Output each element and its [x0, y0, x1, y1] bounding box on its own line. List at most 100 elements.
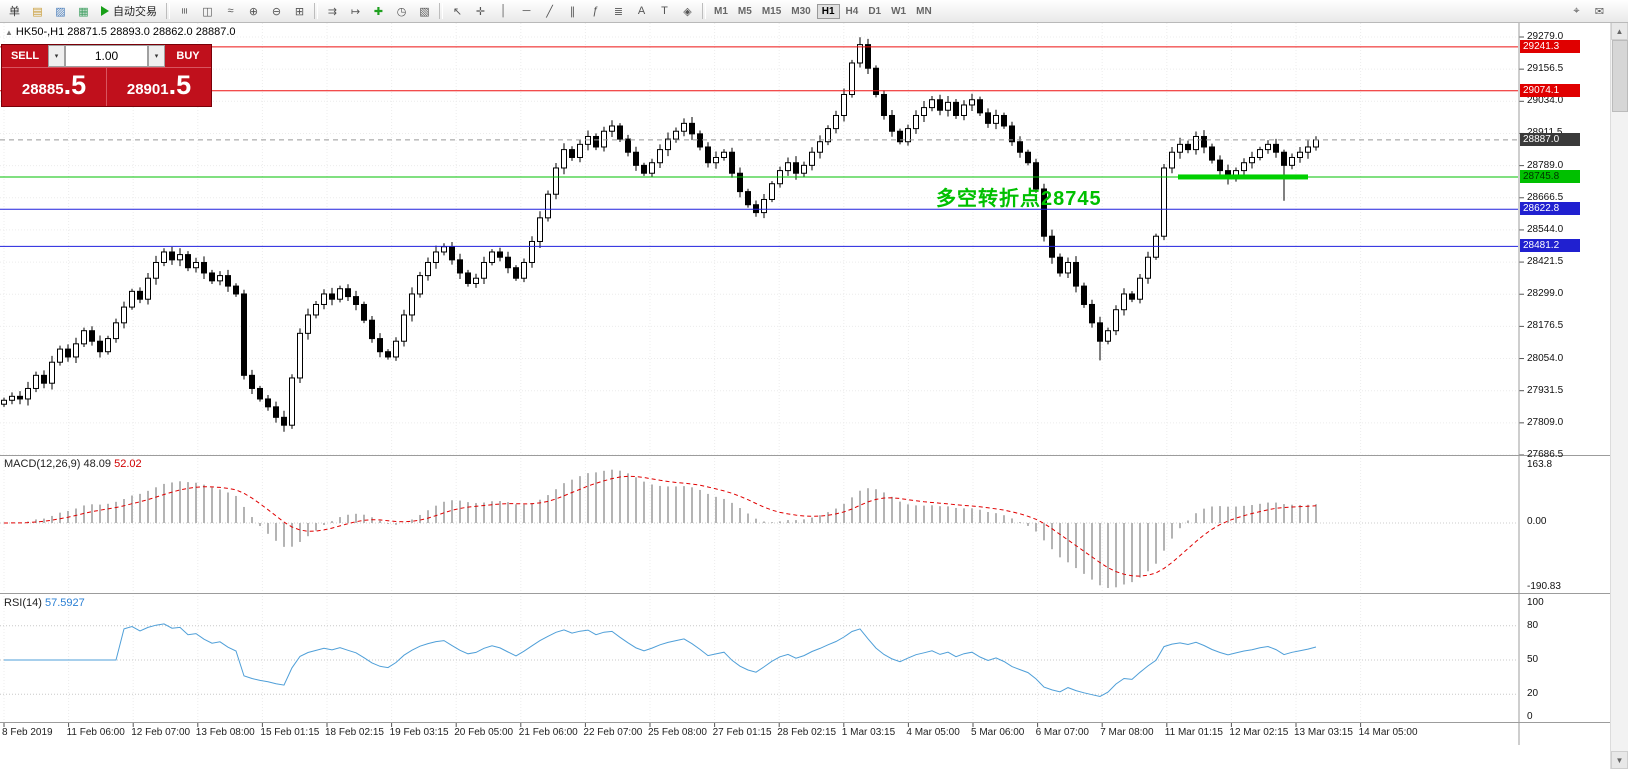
- time-axis-label: 6 Mar 07:00: [1035, 727, 1089, 738]
- profiles-icon: ▨: [55, 5, 66, 18]
- buy-button[interactable]: BUY: [165, 45, 211, 67]
- chart-shift-icon[interactable]: ↦: [344, 2, 367, 20]
- chart-window-icon[interactable]: ▤: [26, 2, 49, 20]
- time-axis-label: 13 Mar 03:15: [1294, 727, 1353, 738]
- arrows-icon[interactable]: ◈: [676, 2, 699, 20]
- arrows-icon: ◈: [683, 5, 692, 18]
- time-axis-label: 5 Mar 06:00: [971, 727, 1025, 738]
- rsi-name: RSI(14): [4, 597, 42, 609]
- text-label-icon: T: [661, 5, 668, 17]
- time-axis-label: 20 Feb 05:00: [454, 727, 514, 738]
- collapse-chart-icon[interactable]: ▲: [5, 28, 13, 37]
- buy-price-display[interactable]: 28901 .5: [107, 68, 211, 106]
- vertical-line-icon[interactable]: │: [492, 2, 515, 20]
- time-axis-label: 14 Mar 05:00: [1358, 727, 1418, 738]
- time-axis-label: 12 Mar 02:15: [1229, 727, 1289, 738]
- timeframe-m5[interactable]: M5: [737, 5, 752, 17]
- new-order-icon[interactable]: 单: [3, 2, 26, 20]
- timeframe-mn[interactable]: MN: [916, 5, 932, 17]
- time-axis-label: 12 Feb 07:00: [131, 727, 191, 738]
- sell-button[interactable]: SELL: [2, 45, 48, 67]
- time-axis-label: 7 Mar 08:00: [1100, 727, 1154, 738]
- macd-signal-value: 52.02: [114, 458, 142, 470]
- objects-list-icon[interactable]: ≣: [607, 2, 630, 20]
- rsi-scale-label: 100: [1527, 597, 1544, 608]
- lot-size-input[interactable]: [65, 45, 148, 67]
- cursor-icon[interactable]: ↖: [446, 2, 469, 20]
- timeframe-m1[interactable]: M1: [714, 5, 728, 17]
- time-axis-label: 1 Mar 03:15: [841, 727, 896, 738]
- profiles-icon[interactable]: ▨: [49, 2, 72, 20]
- fibonacci-icon[interactable]: ƒ: [584, 2, 607, 20]
- timeframe-w1[interactable]: W1: [891, 5, 907, 17]
- periods-icon[interactable]: ◷: [390, 2, 413, 20]
- price-scale-label: 27809.0: [1527, 416, 1564, 428]
- price-scale-label: 27686.5: [1527, 449, 1564, 460]
- chart-window-icon: ▤: [32, 5, 43, 18]
- time-axis-label: 13 Feb 08:00: [195, 727, 255, 738]
- macd-scale-label: 0.00: [1527, 516, 1547, 527]
- price-scale-label: 28666.5: [1527, 191, 1564, 203]
- tile-windows-icon[interactable]: ⊞: [288, 2, 311, 20]
- timeframe-m15[interactable]: M15: [761, 5, 782, 17]
- sell-price-display[interactable]: 28885 .5: [2, 68, 107, 106]
- one-click-trading-panel: SELL ▾ ▾ BUY 28885 .5 28901 .5: [1, 44, 212, 107]
- zoom-out-icon[interactable]: ⊖: [265, 2, 288, 20]
- text-icon[interactable]: A: [630, 2, 653, 20]
- cursor-icon: ↖: [452, 5, 463, 18]
- timeframe-h4[interactable]: H4: [845, 5, 859, 17]
- price-scale-label: 28176.5: [1527, 320, 1564, 332]
- trendline-icon: ╱: [546, 5, 553, 18]
- market-watch-icon[interactable]: ▦: [72, 2, 95, 20]
- time-axis-label: 11 Mar 01:15: [1164, 727, 1223, 738]
- line-chart-icon[interactable]: ≈: [219, 2, 242, 20]
- indicators-icon[interactable]: ✚: [367, 2, 390, 20]
- time-axis-label: 4 Mar 05:00: [906, 727, 960, 738]
- zoom-in-icon[interactable]: ⊕: [242, 2, 265, 20]
- channel-icon[interactable]: ∥: [561, 2, 584, 20]
- timeframe-h1[interactable]: H1: [816, 3, 840, 19]
- scrollbar-thumb[interactable]: [1612, 40, 1628, 112]
- toolbar-separator: [166, 3, 170, 19]
- timeframe-m30[interactable]: M30: [791, 5, 811, 17]
- rsi-scale-label: 50: [1527, 654, 1539, 665]
- indicators-icon: ✚: [373, 5, 384, 18]
- scroll-up-icon[interactable]: ▲: [1611, 22, 1628, 40]
- crosshair-icon[interactable]: ✛: [469, 2, 492, 20]
- feedback-icon[interactable]: ✉: [1588, 2, 1611, 20]
- templates-icon[interactable]: ▧: [413, 2, 436, 20]
- toolbar-separator: [314, 3, 318, 19]
- text-label-icon[interactable]: T: [653, 2, 676, 20]
- find-symbol-icon[interactable]: ⌖: [1565, 2, 1588, 20]
- scroll-down-icon[interactable]: ▼: [1611, 751, 1628, 769]
- vertical-scrollbar[interactable]: ▲ ▼: [1610, 22, 1628, 769]
- autotrading-button[interactable]: 自动交易: [95, 2, 163, 20]
- macd-name: MACD(12,26,9): [4, 458, 81, 470]
- candlestick-chart-icon: ◫: [202, 5, 213, 18]
- price-scale-label: 29279.0: [1527, 31, 1564, 42]
- time-axis-label: 28 Feb 02:15: [777, 727, 837, 738]
- macd-value: 48.09: [83, 458, 112, 470]
- horizontal-line-icon[interactable]: ─: [515, 2, 538, 20]
- order-options-caret-icon[interactable]: ▾: [48, 45, 65, 67]
- zoom-in-icon: ⊕: [248, 5, 259, 18]
- macd-scale-label: 163.8: [1527, 459, 1553, 470]
- time-axis-label: 8 Feb 2019: [2, 727, 53, 738]
- auto-scroll-icon[interactable]: ⇉: [321, 2, 344, 20]
- time-axis-label: 25 Feb 08:00: [648, 727, 707, 738]
- rsi-label: RSI(14) 57.5927: [4, 597, 85, 609]
- bar-chart-icon[interactable]: ≡: [173, 2, 196, 20]
- timeframe-d1[interactable]: D1: [868, 5, 882, 17]
- trendline-icon[interactable]: ╱: [538, 2, 561, 20]
- lot-spinner-icon[interactable]: ▾: [148, 45, 165, 67]
- fibonacci-icon: ƒ: [592, 5, 599, 17]
- resistance-line-1-price-box: 29241.3: [1520, 39, 1580, 53]
- buy-price-pips: .5: [168, 70, 192, 100]
- candlestick-chart-icon[interactable]: ◫: [196, 2, 219, 20]
- line-chart-icon: ≈: [227, 5, 234, 17]
- channel-icon: ∥: [569, 5, 576, 18]
- time-axis-label: 11 Feb 06:00: [66, 727, 125, 738]
